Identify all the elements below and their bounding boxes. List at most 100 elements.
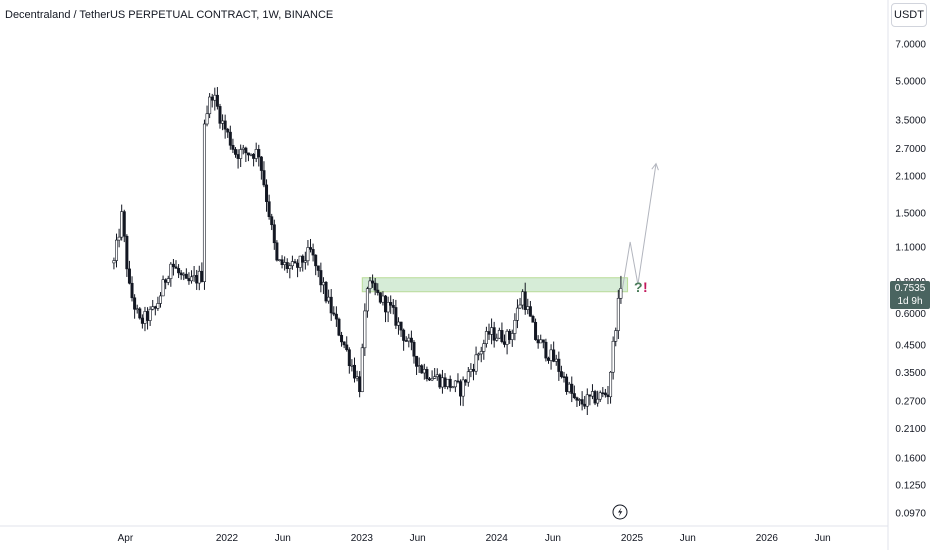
candle[interactable] (192, 266, 196, 282)
candle[interactable] (249, 153, 253, 157)
candle[interactable] (484, 326, 488, 348)
candle[interactable] (583, 395, 587, 410)
candle[interactable] (262, 161, 266, 188)
candle[interactable] (578, 398, 582, 407)
candle[interactable] (360, 343, 364, 393)
candle[interactable] (316, 265, 320, 278)
candle[interactable] (417, 357, 421, 373)
candle[interactable] (345, 336, 349, 352)
candle[interactable] (277, 259, 281, 262)
candle[interactable] (329, 289, 333, 321)
candle-current[interactable] (619, 275, 623, 304)
candle[interactable] (469, 363, 473, 378)
candle[interactable] (451, 386, 455, 389)
candle[interactable] (239, 144, 243, 168)
candle[interactable] (148, 306, 152, 326)
candle[interactable] (603, 388, 607, 398)
candle[interactable] (275, 240, 279, 262)
candle[interactable] (570, 376, 574, 403)
candle[interactable] (376, 283, 380, 296)
candle[interactable] (213, 87, 217, 111)
candle[interactable] (510, 329, 514, 347)
candle[interactable] (544, 338, 548, 362)
candle[interactable] (259, 156, 263, 180)
candle[interactable] (371, 274, 375, 288)
candle[interactable] (135, 304, 139, 314)
resistance-zone[interactable] (361, 277, 629, 293)
candle[interactable] (184, 268, 188, 279)
candle[interactable] (151, 299, 155, 311)
candle[interactable] (218, 103, 222, 129)
candle[interactable] (590, 384, 594, 400)
candle[interactable] (435, 368, 439, 381)
candle[interactable] (565, 373, 569, 395)
candle[interactable] (296, 259, 300, 278)
candle[interactable] (601, 387, 605, 398)
candle[interactable] (143, 306, 147, 332)
candle[interactable] (363, 303, 367, 356)
candle[interactable] (616, 289, 620, 339)
candle[interactable] (528, 300, 532, 317)
candle[interactable] (265, 179, 269, 212)
candle[interactable] (554, 354, 558, 366)
candle[interactable] (156, 296, 160, 311)
candle[interactable] (355, 370, 359, 382)
candle[interactable] (368, 276, 372, 294)
candle[interactable] (337, 317, 341, 337)
candle[interactable] (420, 364, 424, 374)
candle[interactable] (231, 138, 235, 154)
candle[interactable] (130, 276, 134, 302)
candle[interactable] (422, 363, 426, 380)
candle[interactable] (464, 379, 468, 386)
candle[interactable] (221, 114, 225, 131)
candle[interactable] (526, 298, 530, 315)
candle[interactable] (446, 378, 450, 390)
candle[interactable] (440, 369, 444, 394)
candle[interactable] (531, 314, 535, 323)
candle[interactable] (112, 257, 116, 270)
candle[interactable] (171, 258, 175, 276)
candle[interactable] (115, 233, 119, 268)
candle[interactable] (166, 275, 170, 286)
candle[interactable] (233, 147, 237, 158)
candle[interactable] (572, 385, 576, 400)
candle[interactable] (585, 388, 589, 415)
candle[interactable] (497, 327, 501, 339)
candle[interactable] (161, 275, 165, 297)
candle[interactable] (518, 297, 522, 310)
candle[interactable] (515, 299, 519, 329)
candle[interactable] (202, 119, 206, 290)
candle[interactable] (146, 307, 150, 330)
candle[interactable] (562, 371, 566, 383)
candle[interactable] (386, 296, 390, 323)
candle[interactable] (391, 299, 395, 315)
candle[interactable] (257, 144, 261, 167)
candle[interactable] (399, 321, 403, 337)
candle[interactable] (549, 344, 553, 370)
candle[interactable] (402, 328, 406, 351)
candle[interactable] (495, 333, 499, 342)
candle[interactable] (347, 347, 351, 374)
candle[interactable] (482, 339, 486, 360)
candle[interactable] (303, 251, 307, 270)
candle[interactable] (552, 341, 556, 363)
candle[interactable] (288, 262, 292, 279)
candle[interactable] (350, 359, 354, 372)
candle[interactable] (567, 381, 571, 394)
candle[interactable] (430, 370, 434, 382)
candle[interactable] (241, 144, 245, 155)
candle[interactable] (456, 373, 460, 384)
candle[interactable] (267, 194, 271, 220)
candle[interactable] (340, 331, 344, 347)
candle[interactable] (223, 114, 227, 139)
candle[interactable] (352, 357, 356, 383)
candle[interactable] (394, 299, 398, 329)
candle[interactable] (396, 317, 400, 335)
candle[interactable] (298, 255, 302, 272)
candle[interactable] (169, 262, 173, 287)
candle[interactable] (117, 228, 121, 248)
candle[interactable] (490, 318, 494, 345)
candle[interactable] (474, 346, 478, 375)
candle[interactable] (309, 238, 313, 253)
